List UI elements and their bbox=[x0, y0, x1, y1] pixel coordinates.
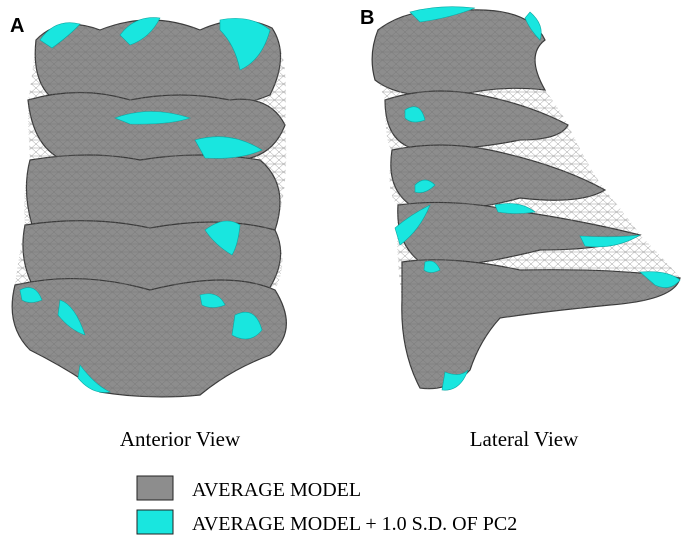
panel-caption: Anterior View bbox=[120, 427, 241, 451]
lateral-model bbox=[371, 6, 681, 391]
panel-label: B bbox=[360, 7, 374, 29]
legend-swatch bbox=[136, 509, 174, 535]
legend-label: AVERAGE MODEL + 1.0 S.D. OF PC2 bbox=[192, 513, 517, 535]
legend-label: AVERAGE MODEL bbox=[192, 479, 361, 501]
legend-swatch bbox=[136, 475, 174, 501]
panel-caption: Lateral View bbox=[470, 427, 579, 451]
anterior-model bbox=[11, 17, 287, 398]
panel-label: A bbox=[10, 15, 24, 37]
